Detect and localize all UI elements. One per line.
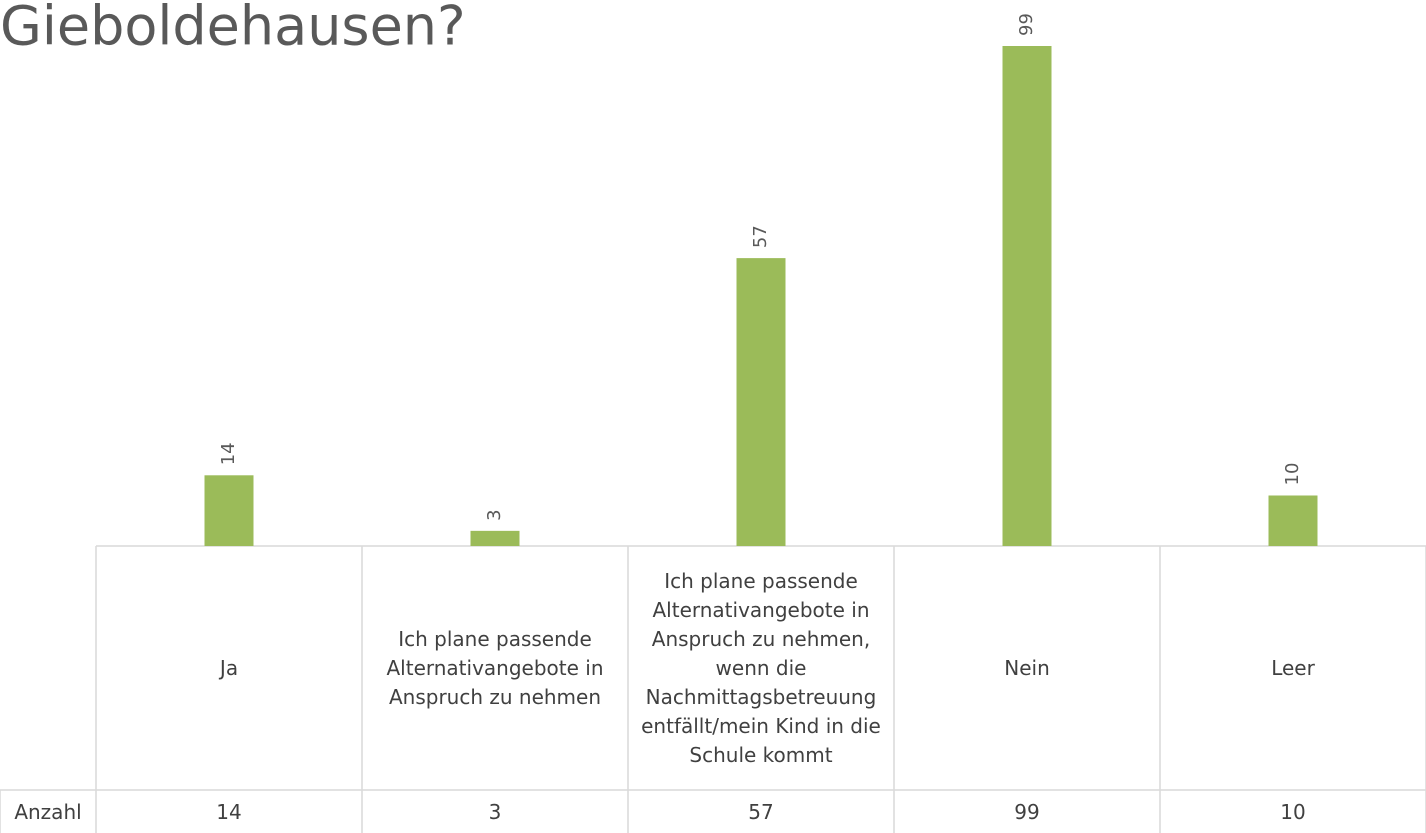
- table-value: 14: [216, 799, 242, 824]
- data-label: 3: [484, 509, 505, 520]
- data-label: 57: [750, 225, 771, 248]
- bar: [1002, 46, 1052, 546]
- bar: [736, 258, 786, 546]
- table-value: 99: [1014, 799, 1040, 824]
- data-label: 14: [218, 442, 239, 465]
- bar: [204, 475, 254, 546]
- chart-title: Gieboldehausen?: [0, 0, 466, 58]
- data-label: 99: [1016, 13, 1037, 36]
- data-label: 10: [1282, 463, 1303, 486]
- category-label: Ja: [219, 655, 239, 680]
- bar: [1268, 495, 1318, 546]
- category-label: Ich plane passende Alternativangebote in…: [641, 568, 881, 767]
- category-label: Leer: [1271, 655, 1315, 680]
- table-value: 57: [748, 799, 774, 824]
- bar: [470, 530, 520, 546]
- table-value: 3: [488, 799, 502, 824]
- table-value: 10: [1280, 799, 1306, 824]
- category-label: Ich plane passende Alternativangebote in…: [386, 626, 604, 709]
- category-label: Nein: [1004, 655, 1050, 680]
- series-name: Anzahl: [14, 799, 82, 824]
